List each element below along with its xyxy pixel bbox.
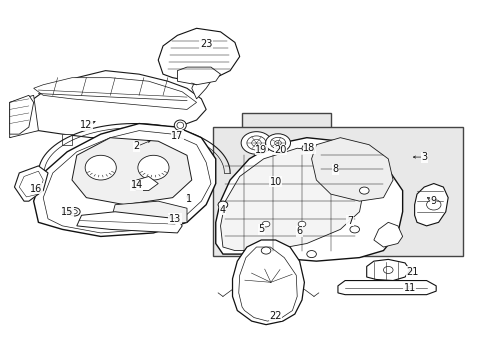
Polygon shape	[34, 123, 215, 237]
Polygon shape	[62, 134, 72, 145]
Polygon shape	[110, 201, 186, 226]
Text: 18: 18	[303, 143, 315, 153]
Polygon shape	[15, 166, 48, 201]
Bar	[213, 127, 462, 256]
Polygon shape	[215, 138, 402, 261]
Circle shape	[306, 251, 316, 258]
Polygon shape	[110, 134, 120, 145]
Circle shape	[218, 201, 227, 208]
Ellipse shape	[174, 120, 186, 131]
Circle shape	[274, 140, 281, 145]
Polygon shape	[34, 78, 196, 109]
Circle shape	[218, 201, 227, 208]
Text: 4: 4	[220, 205, 225, 215]
Text: 10: 10	[269, 177, 281, 187]
Text: 21: 21	[405, 267, 418, 277]
Text: 5: 5	[258, 224, 264, 234]
Text: 17: 17	[171, 131, 183, 141]
Text: 9: 9	[430, 196, 436, 206]
Polygon shape	[10, 71, 206, 138]
Text: 1: 1	[186, 194, 192, 204]
Text: 13: 13	[168, 214, 181, 224]
Circle shape	[265, 134, 290, 152]
Polygon shape	[10, 95, 39, 138]
Polygon shape	[373, 222, 402, 247]
Circle shape	[262, 221, 269, 227]
Polygon shape	[177, 67, 220, 85]
Bar	[242, 113, 330, 161]
Polygon shape	[132, 176, 158, 190]
Ellipse shape	[85, 155, 116, 180]
Text: 8: 8	[332, 165, 338, 174]
Polygon shape	[311, 138, 392, 201]
Circle shape	[298, 221, 305, 227]
Polygon shape	[414, 184, 447, 226]
Text: 14: 14	[130, 180, 142, 190]
Text: 20: 20	[274, 145, 286, 155]
Text: 3: 3	[420, 152, 427, 162]
Text: 2: 2	[133, 141, 140, 152]
Text: 15: 15	[61, 207, 73, 217]
Text: 16: 16	[30, 184, 42, 194]
Polygon shape	[232, 240, 304, 325]
Polygon shape	[163, 134, 172, 145]
Circle shape	[302, 145, 311, 152]
Polygon shape	[220, 148, 364, 251]
Polygon shape	[337, 280, 435, 294]
Ellipse shape	[177, 122, 183, 129]
Circle shape	[349, 226, 359, 233]
Polygon shape	[191, 74, 210, 99]
Text: 7: 7	[346, 216, 352, 226]
Ellipse shape	[138, 155, 169, 180]
Circle shape	[241, 132, 271, 154]
Polygon shape	[158, 28, 239, 81]
Text: 11: 11	[403, 283, 415, 293]
Circle shape	[251, 139, 261, 147]
Text: 6: 6	[296, 226, 302, 236]
Circle shape	[68, 207, 80, 216]
Circle shape	[270, 137, 285, 149]
Circle shape	[261, 247, 270, 254]
Polygon shape	[10, 95, 34, 134]
Polygon shape	[77, 212, 182, 233]
Circle shape	[246, 136, 265, 150]
Text: 12: 12	[80, 120, 92, 130]
Circle shape	[359, 187, 368, 194]
Text: 19: 19	[255, 145, 267, 155]
Circle shape	[71, 210, 77, 214]
Text: 23: 23	[200, 39, 212, 49]
Polygon shape	[72, 138, 191, 205]
Text: 22: 22	[269, 311, 281, 321]
Polygon shape	[366, 259, 409, 280]
